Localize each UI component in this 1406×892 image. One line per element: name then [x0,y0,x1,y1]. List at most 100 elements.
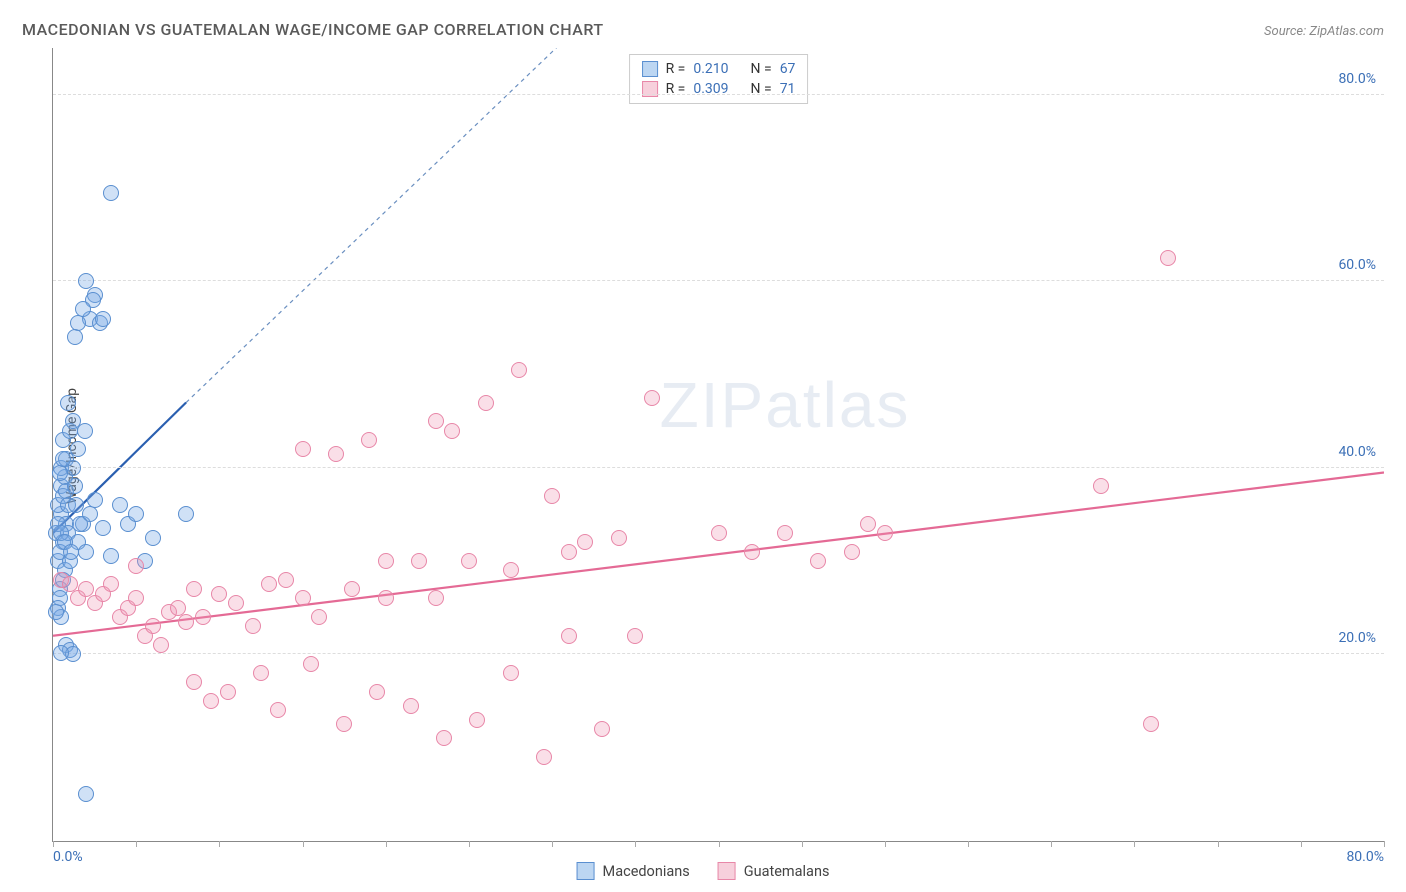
x-tick [719,841,720,847]
datapoint-guatemalans [411,553,427,569]
datapoint-guatemalans [186,674,202,690]
datapoint-guatemalans [444,423,460,439]
x-tick [1051,841,1052,847]
datapoint-guatemalans [253,665,269,681]
x-tick [1301,841,1302,847]
legend: MacedoniansGuatemalans [577,862,830,880]
datapoint-guatemalans [278,572,294,588]
x-tick [53,841,54,847]
datapoint-guatemalans [428,413,444,429]
gridline-h [53,280,1384,281]
x-tick [469,841,470,847]
x-tick [802,841,803,847]
y-axis-tick-label: 40.0% [1338,444,1376,460]
x-tick [136,841,137,847]
datapoint-guatemalans [810,553,826,569]
datapoint-macedonians [178,506,194,522]
stats-box: R =0.210N =67R =0.309N =71 [629,54,809,104]
stats-row-macedonians: R = 0.210 N = 67 [638,59,800,79]
datapoint-macedonians [77,423,93,439]
x-axis-min-label: 0.0% [53,849,83,865]
datapoint-guatemalans [711,525,727,541]
datapoint-guatemalans [594,721,610,737]
stats-n-value: 67 [780,61,796,77]
watermark-part2: atlas [765,369,910,441]
datapoint-guatemalans [561,628,577,644]
datapoint-guatemalans [478,395,494,411]
datapoint-guatemalans [428,590,444,606]
legend-swatch [718,862,736,880]
watermark-part1: ZIP [660,369,766,441]
y-axis-tick-label: 20.0% [1338,630,1376,646]
datapoint-guatemalans [611,530,627,546]
datapoint-guatemalans [436,730,452,746]
datapoint-guatemalans [328,446,344,462]
x-tick [552,841,553,847]
datapoint-macedonians [78,786,94,802]
datapoint-guatemalans [203,693,219,709]
datapoint-guatemalans [1143,716,1159,732]
datapoint-guatemalans [178,614,194,630]
datapoint-guatemalans [344,581,360,597]
x-tick [386,841,387,847]
datapoint-guatemalans [844,544,860,560]
datapoint-macedonians [52,465,68,481]
chart-container: MACEDONIAN VS GUATEMALAN WAGE/INCOME GAP… [0,0,1406,892]
gridline-h [53,467,1384,468]
x-tick [219,841,220,847]
datapoint-macedonians [55,451,71,467]
gridline-h [53,94,1384,95]
stats-r-value: 0.210 [693,61,728,77]
x-tick [968,841,969,847]
datapoint-macedonians [67,329,83,345]
datapoint-macedonians [78,544,94,560]
datapoint-guatemalans [295,590,311,606]
datapoint-macedonians [72,516,88,532]
datapoint-guatemalans [744,544,760,560]
x-tick [1384,841,1385,847]
datapoint-guatemalans [361,432,377,448]
stats-swatch [642,61,658,77]
datapoint-guatemalans [211,586,227,602]
datapoint-guatemalans [777,525,793,541]
datapoint-macedonians [103,548,119,564]
datapoint-macedonians [63,544,79,560]
datapoint-guatemalans [1160,250,1176,266]
datapoint-macedonians [128,506,144,522]
datapoint-guatemalans [1093,478,1109,494]
datapoint-macedonians [48,604,64,620]
source-attribution: Source: ZipAtlas.com [1264,24,1384,39]
legend-swatch [577,862,595,880]
trendline-guatemalans [53,472,1384,635]
datapoint-guatemalans [860,516,876,532]
datapoint-guatemalans [461,553,477,569]
legend-label: Guatemalans [744,863,830,880]
x-tick [885,841,886,847]
datapoint-guatemalans [153,637,169,653]
datapoint-guatemalans [378,590,394,606]
gridline-h [53,653,1384,654]
stats-n-label: N = [751,61,772,77]
datapoint-guatemalans [503,562,519,578]
datapoint-guatemalans [295,441,311,457]
datapoint-macedonians [112,497,128,513]
x-axis-max-label: 80.0% [1346,849,1384,865]
datapoint-guatemalans [103,576,119,592]
datapoint-guatemalans [245,618,261,634]
datapoint-guatemalans [536,749,552,765]
x-tick [1134,841,1135,847]
y-axis-tick-label: 80.0% [1338,71,1376,87]
datapoint-guatemalans [877,525,893,541]
datapoint-guatemalans [378,553,394,569]
datapoint-guatemalans [145,618,161,634]
datapoint-macedonians [103,185,119,201]
x-tick [1218,841,1219,847]
datapoint-guatemalans [577,534,593,550]
datapoint-guatemalans [128,590,144,606]
datapoint-guatemalans [270,702,286,718]
stats-r-label: R = [666,61,686,77]
datapoint-macedonians [145,530,161,546]
datapoint-guatemalans [469,712,485,728]
datapoint-macedonians [87,492,103,508]
datapoint-guatemalans [128,558,144,574]
